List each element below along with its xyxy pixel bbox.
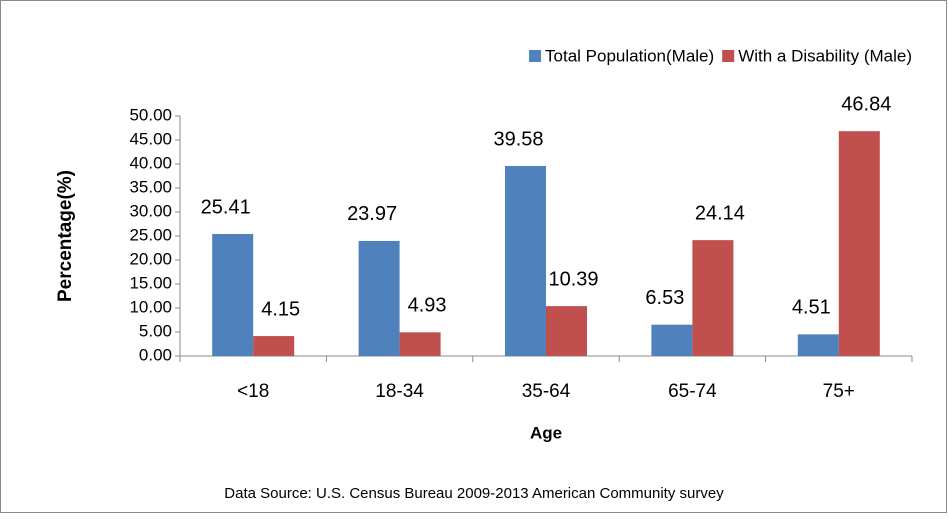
legend-label: Total Population(Male) (545, 46, 714, 65)
data-label: 4.93 (408, 295, 447, 317)
x-tick-label: 65-74 (668, 381, 717, 402)
data-label: 39.58 (493, 128, 543, 150)
source-note: Data Source: U.S. Census Bureau 2009-201… (224, 485, 724, 502)
y-tick-label: 20.00 (129, 249, 172, 268)
data-label: 4.15 (261, 298, 300, 320)
data-label: 25.41 (201, 196, 251, 218)
legend-swatch (529, 50, 542, 62)
data-label: 23.97 (347, 203, 397, 225)
bar (505, 166, 546, 356)
y-tick-label: 15.00 (129, 273, 172, 292)
x-tick-label: 35-64 (522, 381, 571, 402)
y-tick-label: 5.00 (139, 321, 172, 340)
bar (797, 334, 839, 356)
legend-swatch (722, 50, 735, 62)
x-tick-label: 18-34 (375, 381, 424, 402)
x-tick-label: 75+ (823, 381, 855, 402)
y-tick-label: 10.00 (129, 297, 172, 316)
bar (358, 240, 400, 356)
y-tick-label: 0.00 (139, 345, 172, 364)
bar (212, 234, 254, 356)
data-label: 24.14 (695, 202, 745, 224)
bar (253, 336, 295, 356)
x-tick-label: <18 (237, 381, 269, 402)
bar (692, 240, 734, 356)
data-label: 4.51 (792, 297, 831, 319)
data-label: 6.53 (645, 287, 684, 309)
y-tick-label: 25.00 (129, 225, 172, 244)
y-tick-label: 45.00 (129, 129, 172, 148)
y-tick-label: 35.00 (129, 177, 172, 196)
y-tick-label: 30.00 (129, 201, 172, 220)
bar (838, 131, 880, 356)
bar (651, 324, 693, 356)
x-axis-title: Age (530, 423, 562, 442)
y-tick-label: 50.00 (129, 105, 172, 124)
data-label: 46.84 (841, 93, 891, 115)
y-axis-title: Percentage(%) (55, 170, 76, 302)
bar (399, 332, 441, 356)
legend-label: With a Disability (Male) (738, 46, 912, 65)
bar (546, 306, 587, 356)
y-tick-label: 40.00 (129, 153, 172, 172)
data-label: 10.39 (548, 268, 598, 290)
